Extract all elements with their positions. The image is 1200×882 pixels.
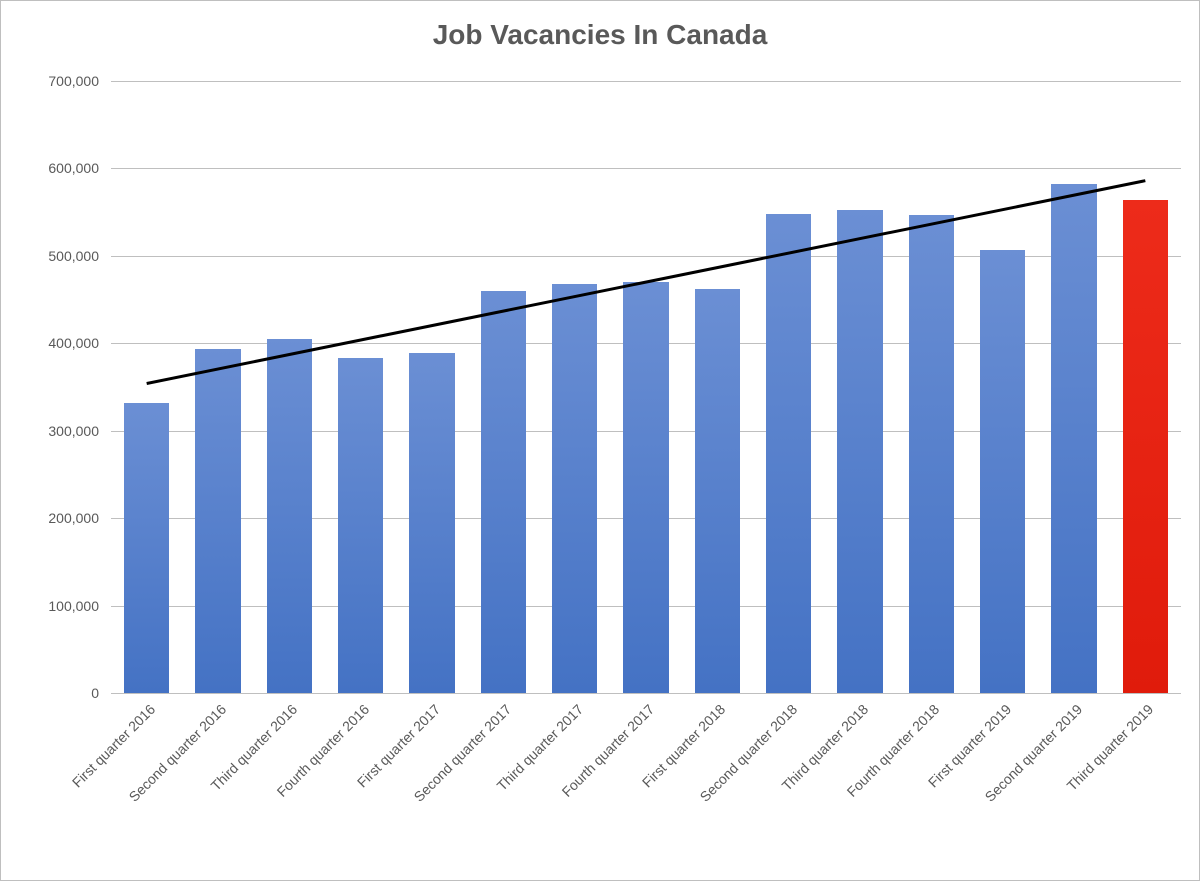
- x-tick-label: Third quarter 2019: [1004, 701, 1157, 854]
- x-tick-label: Third quarter 2017: [433, 701, 586, 854]
- y-tick-label: 100,000: [1, 598, 99, 614]
- x-tick-label: Third quarter 2016: [148, 701, 301, 854]
- y-tick-label: 600,000: [1, 160, 99, 176]
- x-tick-label: First quarter 2018: [576, 701, 729, 854]
- x-tick-label: Fourth quarter 2016: [219, 701, 372, 854]
- x-tick-label: Fourth quarter 2017: [505, 701, 658, 854]
- trendline-line: [147, 181, 1146, 384]
- x-tick-labels: First quarter 2016Second quarter 2016Thi…: [111, 701, 1181, 882]
- y-tick-label: 0: [1, 685, 99, 701]
- x-tick-label: First quarter 2019: [861, 701, 1014, 854]
- y-tick-label: 300,000: [1, 423, 99, 439]
- x-tick-label: Third quarter 2018: [719, 701, 872, 854]
- chart-title: Job Vacancies In Canada: [1, 19, 1199, 51]
- trendline: [111, 81, 1181, 693]
- plot-area: [111, 81, 1181, 693]
- x-tick-label: First quarter 2017: [291, 701, 444, 854]
- x-tick-label: First quarter 2016: [5, 701, 158, 854]
- chart-frame: Job Vacancies In Canada 0 100,000 200,000 3…: [0, 0, 1200, 881]
- y-tick-label: 200,000: [1, 510, 99, 526]
- x-tick-label: Second quarter 2019: [933, 701, 1086, 854]
- y-tick-label: 500,000: [1, 248, 99, 264]
- y-tick-label: 700,000: [1, 73, 99, 89]
- x-tick-label: Fourth quarter 2018: [790, 701, 943, 854]
- x-tick-label: Second quarter 2018: [647, 701, 800, 854]
- x-axis-line: [111, 693, 1181, 694]
- x-tick-label: Second quarter 2017: [362, 701, 515, 854]
- x-tick-label: Second quarter 2016: [77, 701, 230, 854]
- y-tick-label: 400,000: [1, 335, 99, 351]
